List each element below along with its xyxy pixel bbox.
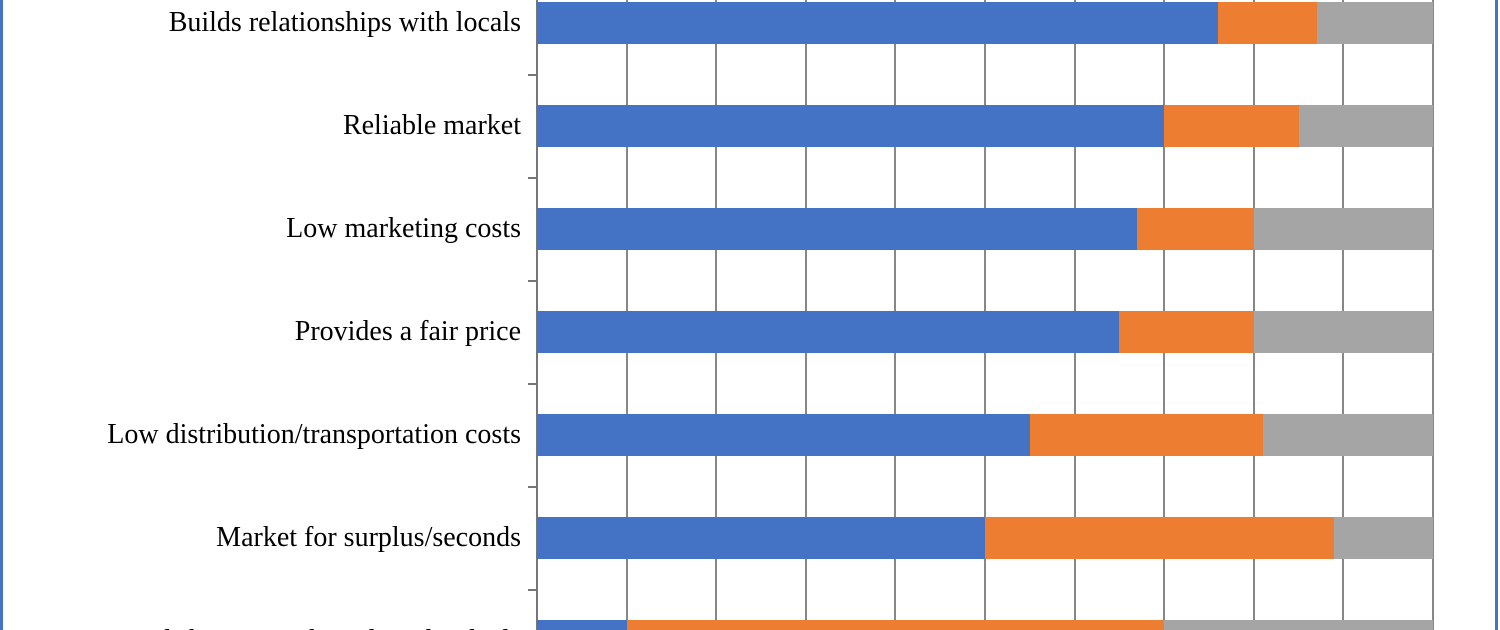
category-label: Market for surplus/seconds [216, 521, 521, 553]
bar-segment-orange [1164, 105, 1299, 147]
bar-segment-gray [1253, 208, 1433, 250]
bar-segment-gray [1334, 517, 1433, 559]
bar-segment-orange [1217, 2, 1317, 44]
bar-segment-gray [1298, 105, 1433, 147]
bar-segment-orange [626, 620, 1165, 630]
bar-segment-blue [537, 2, 1218, 44]
bar-segment-orange [1137, 208, 1254, 250]
bar-segment-blue [537, 620, 627, 630]
category-label: Builds relationships with locals [168, 6, 521, 38]
bar-segment-blue [537, 208, 1138, 250]
axis-tick [528, 280, 537, 282]
bar-segment-gray [1316, 2, 1433, 44]
category-label: Low distribution/transportation costs [107, 418, 521, 450]
bar-segment-blue [537, 105, 1165, 147]
category-label: Low marketing costs [286, 212, 521, 244]
category-label: Provides a fair price [294, 315, 521, 347]
chart-border-right [1495, 0, 1498, 630]
category-label: Reliable market [342, 109, 521, 141]
bar-segment-gray [1262, 414, 1433, 456]
axis-tick [528, 486, 537, 488]
axis-tick [528, 177, 537, 179]
bar-segment-orange [985, 517, 1335, 559]
bar-row [537, 105, 1433, 147]
bar-row [537, 2, 1433, 44]
bar-segment-orange [1119, 311, 1254, 353]
bar-row [537, 311, 1433, 353]
axis-tick [528, 74, 537, 76]
bar-segment-blue [537, 414, 1030, 456]
bar-segment-blue [537, 517, 985, 559]
category-label: Feeds hungry and needy individuals [0, 590, 521, 630]
bar-segment-orange [1029, 414, 1263, 456]
gridline [1432, 0, 1434, 630]
bar-segment-blue [537, 311, 1120, 353]
bar-segment-gray [1164, 620, 1433, 630]
bar-row [537, 620, 1433, 630]
axis-tick [528, 383, 537, 385]
bar-segment-gray [1253, 311, 1433, 353]
chart-border-left [0, 0, 3, 630]
bar-row [537, 208, 1433, 250]
bar-row [537, 517, 1433, 559]
bar-row [537, 414, 1433, 456]
axis-tick [528, 589, 537, 591]
